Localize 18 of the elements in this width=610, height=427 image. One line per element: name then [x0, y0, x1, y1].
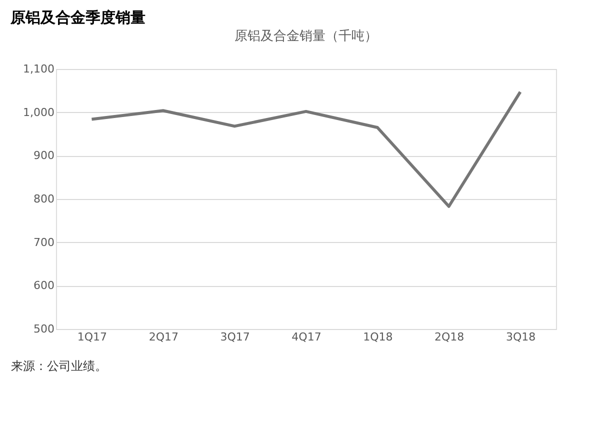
x-tick-label: 1Q17 — [77, 330, 108, 344]
y-tick-label: 1,100 — [23, 62, 54, 76]
line-series — [90, 90, 522, 208]
chart-subtitle: 原铝及合金销量（千吨） — [234, 29, 378, 44]
x-tick-label: 1Q18 — [363, 330, 393, 344]
source-note: 来源：公司业绩。 — [11, 359, 107, 373]
y-tick-label: 700 — [34, 236, 54, 249]
x-tick-label: 2Q17 — [148, 330, 178, 344]
y-tick-label: 500 — [34, 322, 54, 336]
x-tick-label: 3Q18 — [506, 330, 536, 344]
x-tick-label: 4Q17 — [292, 330, 322, 344]
chart-title: 原铝及合金季度销量 — [10, 8, 146, 26]
y-tick-label: 800 — [34, 192, 54, 206]
y-tick-label: 1,000 — [23, 106, 54, 119]
y-tick-label: 900 — [34, 149, 54, 162]
x-tick-label: 2Q18 — [434, 330, 464, 344]
x-tick-label: 3Q17 — [220, 330, 250, 344]
y-tick-label: 600 — [34, 279, 54, 292]
